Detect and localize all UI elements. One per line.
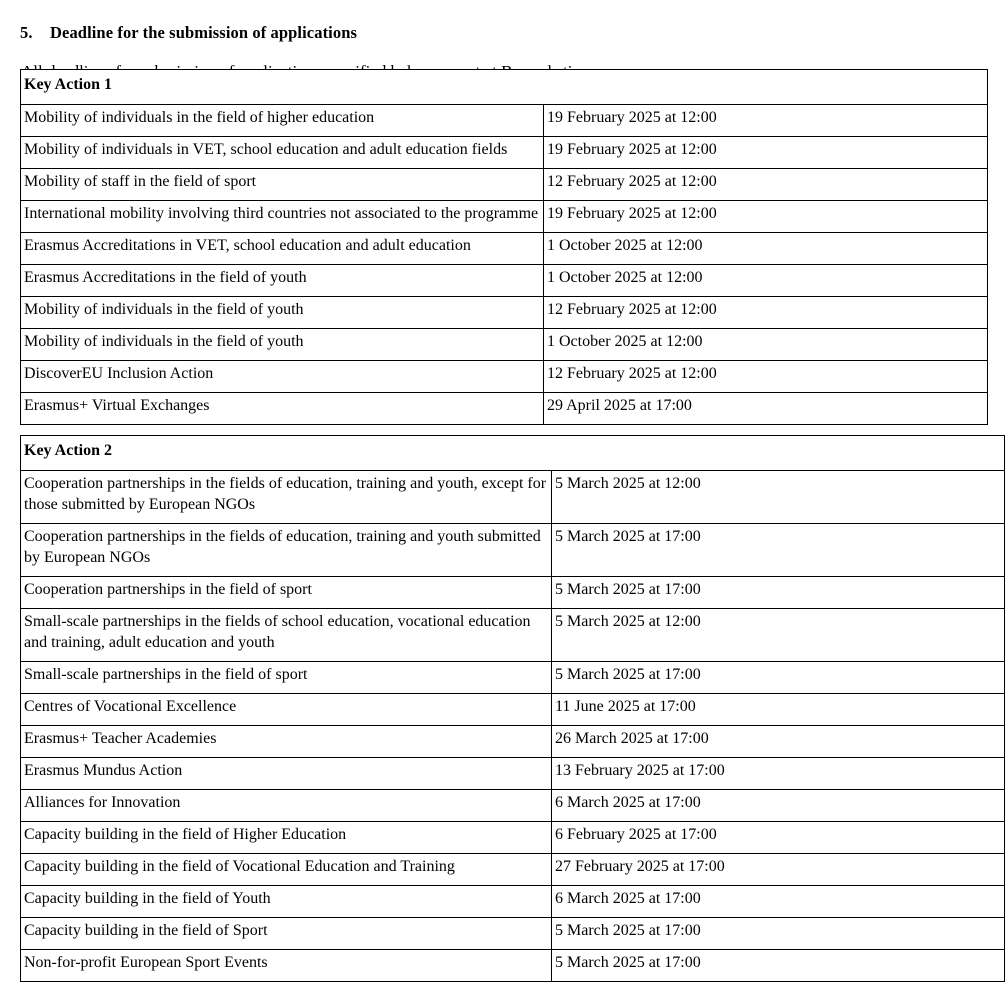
table-row: Capacity building in the field of Sport 5… [20,917,1005,950]
deadline-date-cell: 12 February 2025 at 12:00 [543,296,988,329]
action-name-cell: Capacity building in the field of Vocati… [20,853,552,886]
table-body-ka2: Key Action 2 Cooperation partnerships in … [20,435,1005,982]
action-name-cell: Mobility of individuals in VET, school e… [20,136,544,169]
section-number: 5. [20,22,33,42]
action-name-cell: Capacity building in the field of Youth [20,885,552,918]
action-name-cell: Small-scale partnerships in the fields o… [20,608,552,662]
table-row: Erasmus+ Teacher Academies 26 March 2025 … [20,725,1005,758]
deadline-date-cell: 1 October 2025 at 12:00 [543,264,988,297]
table-row: Centres of Vocational Excellence 11 June … [20,693,1005,726]
deadline-date-cell: 12 February 2025 at 12:00 [543,360,988,393]
deadline-date-cell: 27 February 2025 at 17:00 [551,853,1005,886]
action-name-cell: Mobility of individuals in the field of … [20,328,544,361]
table-row: Erasmus Accreditations in the field of y… [20,264,988,297]
deadline-date-cell: 6 March 2025 at 17:00 [551,789,1005,822]
action-name-cell: Erasmus+ Teacher Academies [20,725,552,758]
action-name-cell: DiscoverEU Inclusion Action [20,360,544,393]
action-name-cell: Cooperation partnerships in the fields o… [20,523,552,577]
action-name-cell: Capacity building in the field of Sport [20,917,552,950]
action-name-cell: Mobility of individuals in the field of … [20,104,544,137]
deadline-date-cell: 5 March 2025 at 17:00 [551,576,1005,609]
table-row: Cooperation partnerships in the fields o… [20,470,1005,524]
action-name-cell: International mobility involving third c… [20,200,544,233]
table-row: Small-scale partnerships in the fields o… [20,608,1005,662]
table-row: Erasmus Mundus Action 13 February 2025 at… [20,757,1005,790]
deadline-date-cell: 6 March 2025 at 17:00 [551,885,1005,918]
action-name-cell: Cooperation partnerships in the fields o… [20,470,552,524]
deadline-date-cell: 5 March 2025 at 17:00 [551,949,1005,982]
action-name-cell: Mobility of individuals in the field of … [20,296,544,329]
table-row: DiscoverEU Inclusion Action 12 February 2… [20,360,988,393]
table-row: Capacity building in the field of Higher… [20,821,1005,854]
deadline-date-cell: 6 February 2025 at 17:00 [551,821,1005,854]
deadline-date-cell: 1 October 2025 at 12:00 [543,232,988,265]
deadline-date-cell: 5 March 2025 at 17:00 [551,523,1005,577]
deadline-date-cell: 1 October 2025 at 12:00 [543,328,988,361]
table-header-row: Key Action 2 [20,435,1005,471]
deadline-date-cell: 26 March 2025 at 17:00 [551,725,1005,758]
table-row: Mobility of staff in the field of sport 1… [20,168,988,201]
deadline-date-cell: 5 March 2025 at 17:00 [551,917,1005,950]
table-row: Erasmus+ Virtual Exchanges 29 April 2025 … [20,392,988,425]
deadline-date-cell: 5 March 2025 at 12:00 [551,608,1005,662]
table-row: Small-scale partnerships in the field of… [20,661,1005,694]
section-title-text: Deadline for the submission of applicati… [50,22,357,42]
table-header-row: Key Action 1 [20,69,988,105]
table-row: Erasmus Accreditations in VET, school ed… [20,232,988,265]
action-name-cell: Erasmus+ Virtual Exchanges [20,392,544,425]
deadlines-table-key-action-1: Key Action 1 Mobility of individuals in t… [20,69,988,425]
action-name-cell: Erasmus Mundus Action [20,757,552,790]
table-row: International mobility involving third c… [20,200,988,233]
action-name-cell: Erasmus Accreditations in VET, school ed… [20,232,544,265]
deadline-date-cell: 5 March 2025 at 12:00 [551,470,1005,524]
deadlines-table-key-action-2: Key Action 2 Cooperation partnerships in … [20,435,1005,982]
table-row: Capacity building in the field of Youth 6… [20,885,1005,918]
deadline-date-cell: 19 February 2025 at 12:00 [543,136,988,169]
deadline-date-cell: 29 April 2025 at 17:00 [543,392,988,425]
action-name-cell: Alliances for Innovation [20,789,552,822]
table-row: Mobility of individuals in VET, school e… [20,136,988,169]
table-body-ka1: Key Action 1 Mobility of individuals in t… [20,69,988,425]
table-row: Cooperation partnerships in the fields o… [20,523,1005,577]
table-row: Capacity building in the field of Vocati… [20,853,1005,886]
action-name-cell: Mobility of staff in the field of sport [20,168,544,201]
table-row: Mobility of individuals in the field of … [20,328,988,361]
deadline-date-cell: 13 February 2025 at 17:00 [551,757,1005,790]
deadline-date-cell: 19 February 2025 at 12:00 [543,104,988,137]
table-row: Mobility of individuals in the field of … [20,104,988,137]
deadline-date-cell: 11 June 2025 at 17:00 [551,693,1005,726]
action-name-cell: Cooperation partnerships in the field of… [20,576,552,609]
action-name-cell: Centres of Vocational Excellence [20,693,552,726]
table-header-ka2: Key Action 2 [20,435,1005,471]
action-name-cell: Erasmus Accreditations in the field of y… [20,264,544,297]
deadline-date-cell: 19 February 2025 at 12:00 [543,200,988,233]
page-title: 5. Deadline for the submission of applica… [20,23,357,43]
table-row: Non-for-profit European Sport Events 5 Ma… [20,949,1005,982]
table-header-ka1: Key Action 1 [20,69,988,105]
deadline-date-cell: 12 February 2025 at 12:00 [543,168,988,201]
action-name-cell: Small-scale partnerships in the field of… [20,661,552,694]
table-row: Cooperation partnerships in the field of… [20,576,1005,609]
table-row: Mobility of individuals in the field of … [20,296,988,329]
action-name-cell: Capacity building in the field of Higher… [20,821,552,854]
deadline-date-cell: 5 March 2025 at 17:00 [551,661,1005,694]
action-name-cell: Non-for-profit European Sport Events [20,949,552,982]
table-row: Alliances for Innovation 6 March 2025 at … [20,789,1005,822]
